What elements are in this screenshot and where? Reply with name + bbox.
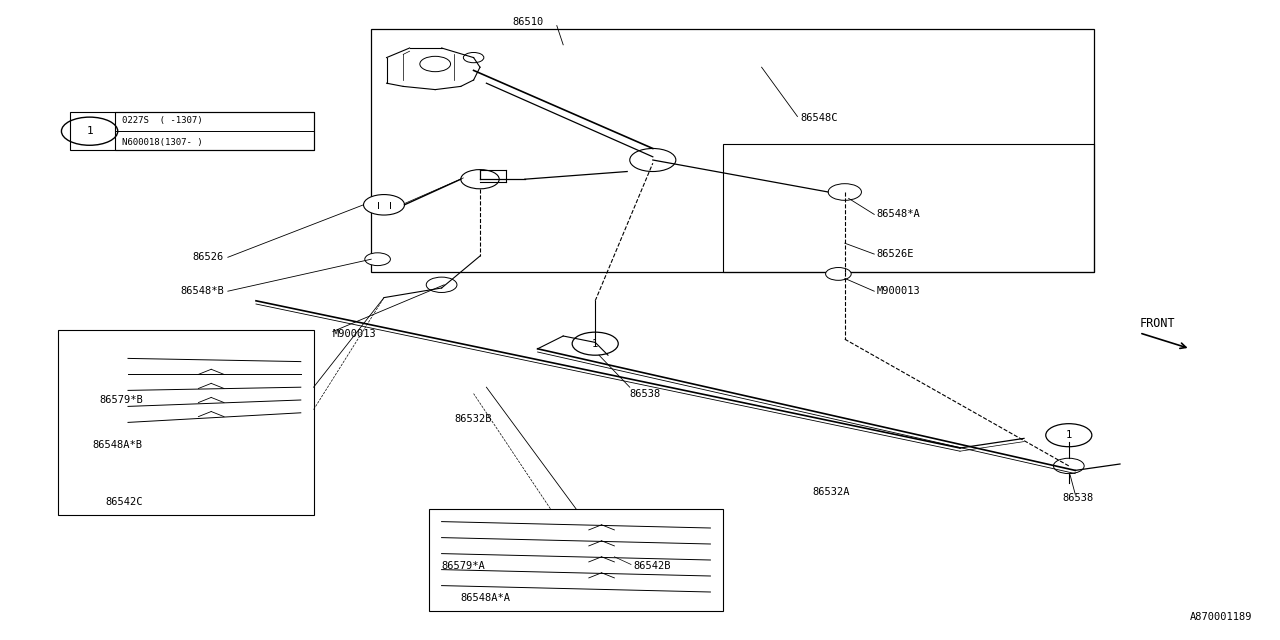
Text: N600018(1307- ): N600018(1307- ) xyxy=(122,138,202,147)
Text: A870001189: A870001189 xyxy=(1189,612,1252,622)
Text: 86538: 86538 xyxy=(1062,493,1093,503)
Text: 86538: 86538 xyxy=(630,388,660,399)
Circle shape xyxy=(572,332,618,355)
Text: 86532B: 86532B xyxy=(454,414,492,424)
Text: M900013: M900013 xyxy=(877,286,920,296)
Bar xyxy=(429,509,723,611)
Text: FRONT: FRONT xyxy=(1139,317,1175,330)
Text: 86542B: 86542B xyxy=(634,561,671,572)
Circle shape xyxy=(630,148,676,172)
Bar xyxy=(115,112,314,150)
Text: 1: 1 xyxy=(593,339,598,349)
Text: 86548*B: 86548*B xyxy=(180,286,224,296)
Circle shape xyxy=(365,253,390,266)
Text: 86548*A: 86548*A xyxy=(877,209,920,220)
Text: 86510: 86510 xyxy=(512,17,543,28)
Bar xyxy=(58,330,314,515)
Circle shape xyxy=(426,277,457,292)
Circle shape xyxy=(826,268,851,280)
Bar xyxy=(723,144,1094,272)
Text: 86548C: 86548C xyxy=(800,113,837,124)
Circle shape xyxy=(1053,458,1084,474)
Text: 1: 1 xyxy=(86,126,93,136)
Text: 86548A*A: 86548A*A xyxy=(461,593,511,604)
Text: M900013: M900013 xyxy=(333,329,376,339)
Text: 86579*A: 86579*A xyxy=(442,561,485,572)
Bar xyxy=(371,29,1094,272)
Bar xyxy=(70,112,314,150)
Text: 86532A: 86532A xyxy=(813,486,850,497)
Text: 0227S  ( -1307): 0227S ( -1307) xyxy=(122,116,202,125)
Text: 86526E: 86526E xyxy=(877,249,914,259)
Circle shape xyxy=(828,184,861,200)
Text: 86542C: 86542C xyxy=(105,497,142,508)
Circle shape xyxy=(580,337,611,352)
Text: 86526: 86526 xyxy=(193,252,224,262)
Text: 86548A*B: 86548A*B xyxy=(92,440,142,450)
Circle shape xyxy=(461,170,499,189)
Text: 86579*B: 86579*B xyxy=(100,395,143,405)
Text: 1: 1 xyxy=(1066,430,1071,440)
Circle shape xyxy=(61,117,118,145)
Circle shape xyxy=(364,195,404,215)
Circle shape xyxy=(1046,424,1092,447)
